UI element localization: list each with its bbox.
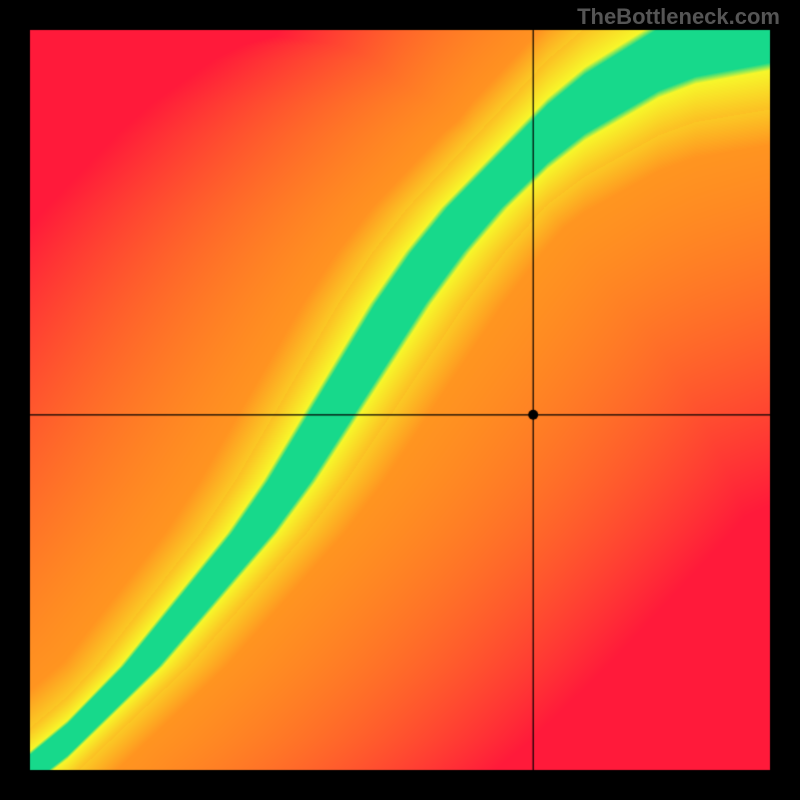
bottleneck-heatmap: [0, 0, 800, 800]
watermark-text: TheBottleneck.com: [577, 4, 780, 30]
chart-container: TheBottleneck.com: [0, 0, 800, 800]
